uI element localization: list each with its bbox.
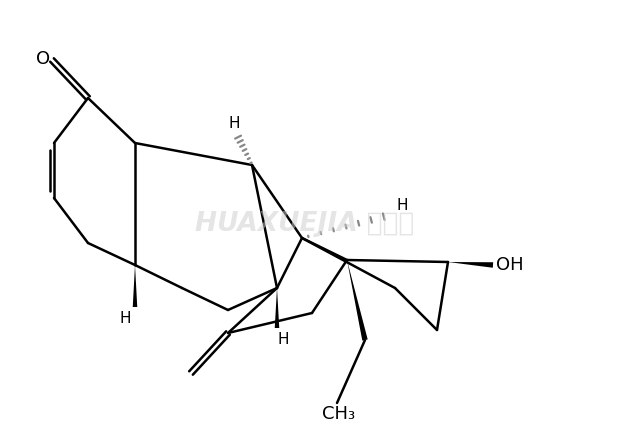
Text: O: O [36, 50, 50, 68]
Polygon shape [448, 262, 493, 268]
Text: CH₃: CH₃ [323, 405, 355, 423]
Text: H: H [396, 198, 407, 213]
Text: H: H [228, 116, 240, 131]
Text: OH: OH [496, 256, 524, 274]
Text: HUAXUEJIA 化学加: HUAXUEJIA 化学加 [196, 211, 415, 237]
Text: H: H [119, 311, 131, 326]
Polygon shape [133, 265, 137, 307]
Polygon shape [347, 260, 368, 340]
Text: H: H [277, 332, 289, 347]
Polygon shape [275, 288, 280, 328]
